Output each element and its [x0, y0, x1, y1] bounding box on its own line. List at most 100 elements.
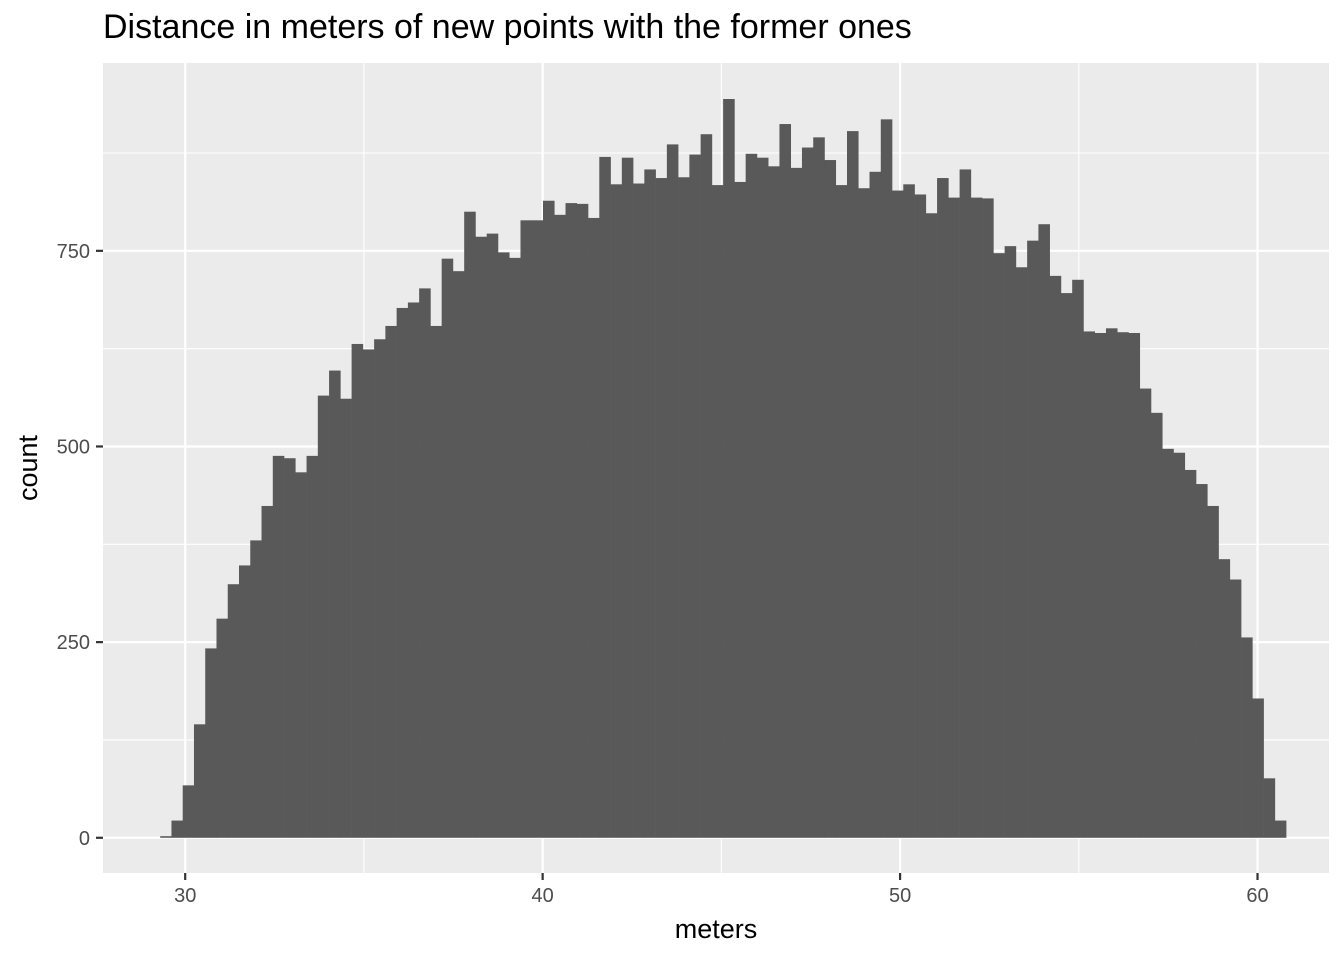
histogram-bar — [1274, 820, 1287, 838]
histogram-bar — [700, 134, 713, 838]
y-tick-label: 500 — [57, 436, 90, 458]
histogram-bar — [1027, 240, 1039, 838]
histogram-bar — [678, 177, 690, 838]
histogram-bar — [250, 540, 262, 838]
histogram-bar — [374, 339, 386, 838]
histogram-bar — [295, 472, 307, 838]
x-tick-label: 40 — [532, 885, 554, 907]
histogram-bar — [554, 214, 566, 838]
histogram-bar — [407, 302, 420, 838]
histogram-bar — [959, 169, 972, 838]
y-tick-label: 250 — [57, 632, 90, 654]
histogram-bar — [644, 169, 656, 838]
histogram-bar — [937, 178, 949, 838]
histogram-bar — [869, 171, 882, 838]
histogram-bar — [160, 836, 172, 838]
histogram-bar — [1049, 275, 1062, 838]
histogram-bar — [396, 307, 409, 838]
histogram-bar — [790, 167, 803, 838]
histogram-bar — [543, 200, 555, 838]
histogram-bar — [610, 184, 623, 838]
histogram-bar — [475, 236, 488, 838]
histogram-bar — [1218, 559, 1231, 838]
histogram-bar — [858, 188, 870, 838]
histogram-bar — [497, 252, 510, 838]
histogram-bar — [362, 349, 375, 838]
histogram-bar — [655, 178, 668, 838]
histogram-bar — [1252, 698, 1264, 838]
histogram-bar — [239, 565, 251, 838]
histogram-bar — [1207, 505, 1219, 838]
histogram-bar — [509, 257, 521, 838]
histogram-bar — [621, 157, 634, 838]
histogram-bar — [880, 119, 893, 838]
histogram-bars — [160, 99, 1287, 838]
histogram-bar — [419, 288, 431, 838]
histogram-bar — [689, 154, 701, 838]
histogram-bar — [1263, 778, 1276, 838]
chart-title: Distance in meters of new points with th… — [103, 8, 912, 46]
histogram-bar — [329, 370, 341, 838]
histogram-bar — [779, 124, 792, 838]
histogram-bar — [903, 184, 915, 838]
histogram-bar — [588, 217, 600, 838]
histogram-bar — [216, 618, 229, 838]
histogram-bar — [520, 220, 533, 838]
histogram-bar — [205, 648, 217, 838]
histogram-bar — [948, 197, 960, 838]
histogram-bar — [633, 183, 645, 838]
histogram-bar — [284, 458, 296, 838]
histogram-bar — [1094, 333, 1107, 838]
histogram-bar — [723, 99, 735, 838]
histogram-bar — [993, 253, 1005, 838]
histogram-bar — [925, 213, 938, 838]
histogram-bar — [745, 153, 758, 838]
histogram-bar — [441, 258, 454, 838]
histogram-bar — [801, 147, 814, 838]
histogram-bar — [464, 211, 476, 838]
histogram-bar — [1229, 579, 1242, 838]
histogram-bar — [1196, 484, 1208, 838]
histogram-bar — [1004, 246, 1017, 838]
histogram-bar — [1128, 333, 1141, 838]
histogram-bar — [385, 325, 397, 838]
y-axis: 0 250 500 750 — [57, 241, 103, 850]
histogram-bar — [1060, 293, 1073, 838]
y-axis-title: count — [13, 434, 43, 501]
histogram-bar — [1162, 448, 1174, 838]
histogram-bar — [892, 190, 904, 838]
histogram-bar — [1072, 279, 1084, 838]
histogram-bar — [306, 455, 319, 838]
y-tick-label: 750 — [57, 241, 90, 263]
histogram-bar — [171, 820, 184, 838]
histogram-bar — [756, 157, 769, 838]
histogram-bar — [531, 220, 544, 838]
histogram-bar — [340, 398, 352, 838]
histogram-bar — [711, 185, 724, 838]
histogram-bar — [970, 197, 983, 838]
histogram-bar — [272, 455, 285, 838]
x-axis: 30 40 50 60 — [174, 873, 1269, 907]
histogram-bar — [1105, 328, 1118, 838]
histogram-bar — [666, 144, 679, 838]
histogram-bar — [1150, 412, 1163, 838]
x-axis-title: meters — [675, 914, 758, 944]
histogram-bar — [824, 160, 837, 838]
histogram-bar — [182, 785, 195, 838]
histogram-bar — [846, 131, 859, 838]
histogram-bar — [1015, 267, 1028, 838]
histogram-bar — [1241, 637, 1253, 838]
histogram-bar — [835, 185, 848, 838]
histogram-bar — [734, 181, 746, 838]
x-tick-label: 30 — [174, 885, 196, 907]
histogram-bar — [565, 203, 578, 838]
histogram-bar — [813, 137, 825, 838]
histogram-bar — [486, 233, 499, 838]
histogram-bar — [768, 166, 780, 838]
histogram-bar — [351, 343, 364, 838]
histogram-bar — [1083, 331, 1096, 838]
x-tick-label: 60 — [1246, 885, 1268, 907]
histogram-bar — [1139, 388, 1152, 838]
histogram-bar — [317, 395, 330, 838]
